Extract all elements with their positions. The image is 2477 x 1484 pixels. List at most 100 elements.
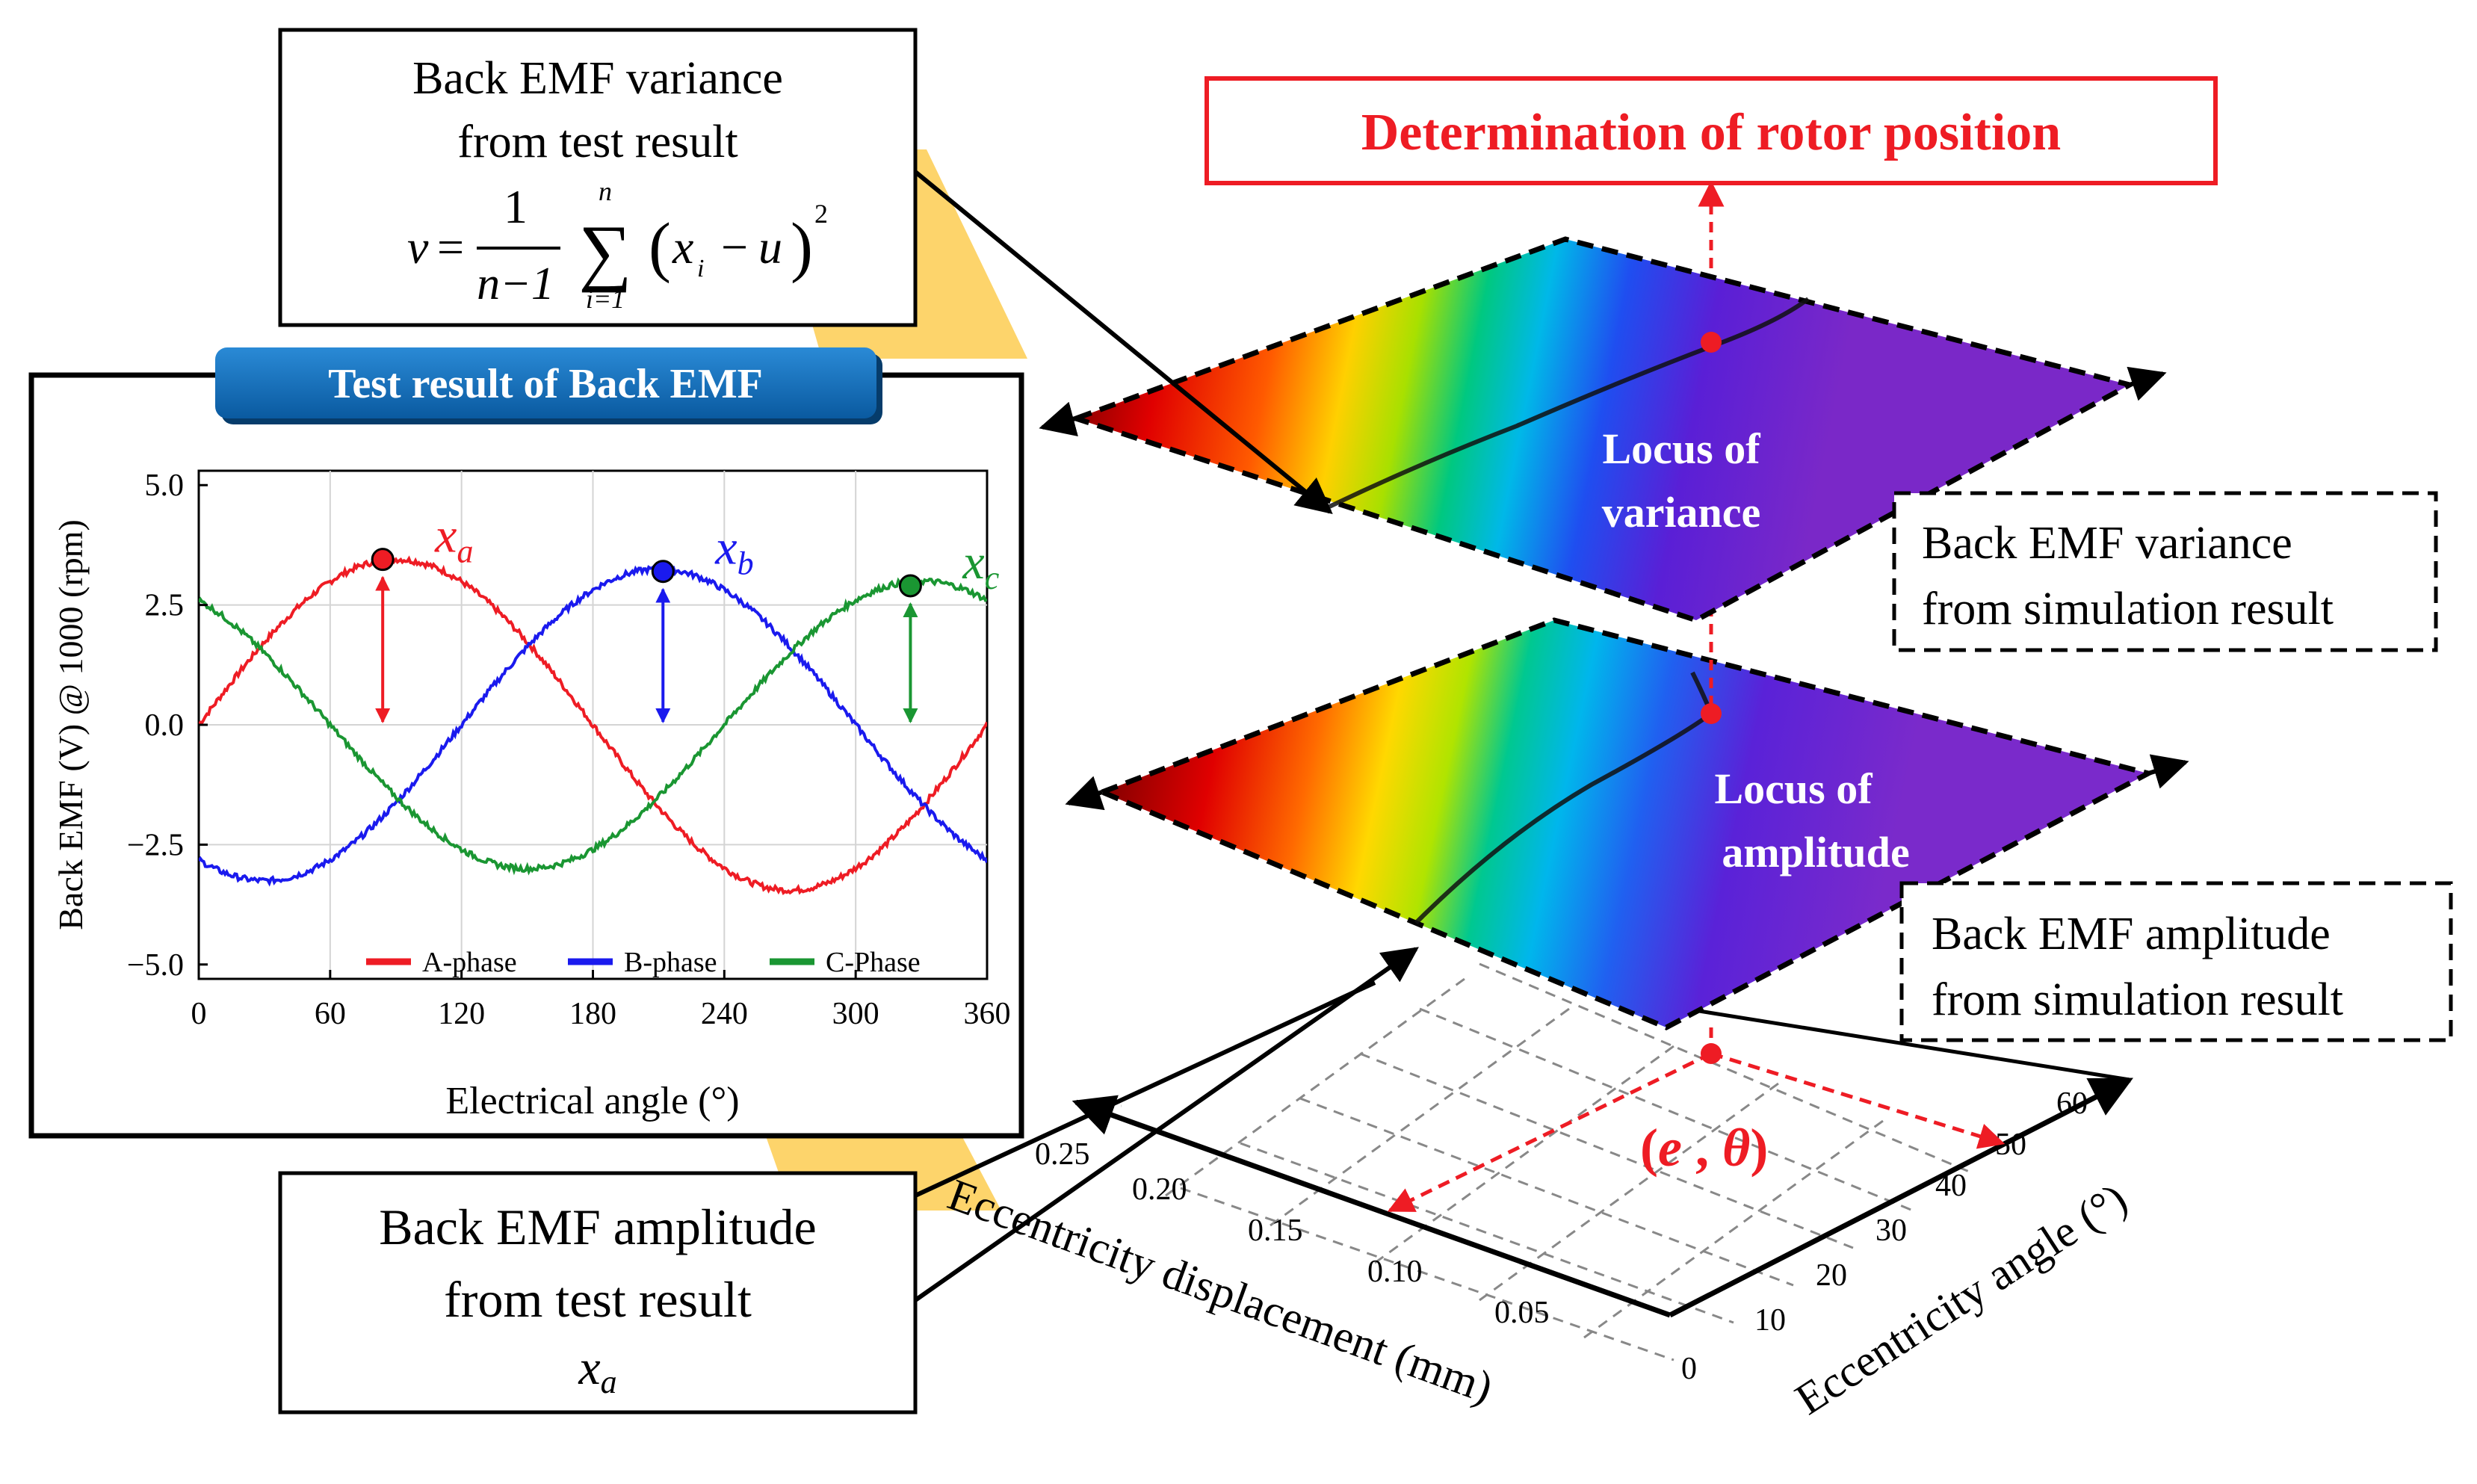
formula-eq: = <box>437 220 464 273</box>
variance-test-line2: from test result <box>457 117 737 167</box>
formula-sum-bottom: i=1 <box>586 284 625 314</box>
formula-minus: − <box>721 220 748 273</box>
sim-variance-line1: Back EMF variance <box>1922 518 2292 569</box>
legend-label-c-phase: C-Phase <box>826 947 921 978</box>
x-tick-label: 120 <box>438 997 485 1031</box>
x-tick-label: 240 <box>701 997 748 1031</box>
y-axis-title: Eccentricity angle (°) <box>1787 1174 2136 1424</box>
sim-amplitude-line1: Back EMF amplitude <box>1932 909 2331 959</box>
marker-label-c: xc <box>962 535 999 596</box>
series-line-a-phase <box>199 554 987 896</box>
y-tick: 60 <box>2056 1086 2088 1121</box>
series-line-b-phase <box>199 563 987 887</box>
result-arrow-angle <box>1710 1051 2006 1149</box>
test-chart-panel: Test result of Back EMF xa xb xc 0 60 120 180… <box>28 347 1024 1139</box>
amplitude-right-arrow <box>2147 754 2189 789</box>
formula-u: u <box>758 220 782 273</box>
y-tick-label: 2.5 <box>145 589 185 623</box>
x-tick-label: 180 <box>569 997 616 1031</box>
amplitude-surface: Locus of amplitude <box>1065 617 2189 1030</box>
marker-point-a <box>371 548 395 572</box>
variance-locus-line <box>1325 297 1810 510</box>
sim-amplitude-callout: Back EMF amplitude from simulation resul… <box>1899 881 2453 1042</box>
y-tick: 30 <box>1875 1214 1907 1248</box>
variance-locus-label-1: Locus of <box>1602 424 1760 473</box>
x-tick: 0.25 <box>1035 1137 1090 1172</box>
x-tick: 0.15 <box>1248 1214 1303 1248</box>
result-label: (e , θ) <box>1640 1118 1768 1178</box>
y-tick-label: 5.0 <box>145 469 185 503</box>
formula-sum-symbol: ∑ <box>578 210 631 293</box>
amplitude-locus-label-2: amplitude <box>1722 828 1909 877</box>
connector-amplitude-test-to-base <box>914 980 1376 1198</box>
y-tick-labels: 0 10 20 30 40 50 60 <box>1681 1086 2088 1386</box>
formula-sq: 2 <box>814 199 828 229</box>
variance-formula: v = 1 n−1 n ∑ i=1 ( x i − u ) 2 <box>407 176 828 314</box>
amplitude-test-line2: from test result <box>444 1271 752 1328</box>
x-tick-labels: 0.25 0.20 0.15 0.10 0.05 <box>1035 1137 1550 1330</box>
amplitude-left-arrow <box>1065 776 1105 811</box>
formula-x: x <box>672 220 693 273</box>
connector-variance-test-to-surface <box>914 170 1333 515</box>
sim-variance-line2: from simulation result <box>1922 584 2334 634</box>
sim-amplitude-line2: from simulation result <box>1932 974 2343 1025</box>
marker-point-c <box>898 574 922 598</box>
x-tick-label: 360 <box>964 997 1011 1031</box>
variance-point <box>1701 332 1722 353</box>
y-tick: 20 <box>1816 1258 1847 1293</box>
result-comma: , <box>1682 1118 1722 1178</box>
series-line-c-phase <box>199 576 987 876</box>
amplitude-test-line1: Back EMF amplitude <box>379 1199 816 1255</box>
marker-point-b <box>651 560 675 584</box>
legend-label-a-phase: A-phase <box>422 947 517 978</box>
banner <box>215 347 876 418</box>
marker-label-a: xa <box>434 509 473 570</box>
result-open: ( <box>1640 1118 1658 1178</box>
title-text: Determination of rotor position <box>1361 104 2062 161</box>
result-close: ) <box>1750 1118 1768 1178</box>
amplitude-locus-label-1: Locus of <box>1714 764 1873 813</box>
variance-test-box: Back EMF variance from test result v = 1… <box>278 28 918 327</box>
variance-locus-label-2: variance <box>1602 488 1761 537</box>
chart-xlabel: Electrical angle (°) <box>445 1080 739 1122</box>
result-arrow-displacement <box>1387 1051 1713 1213</box>
legend-label-b-phase: B-phase <box>624 947 717 978</box>
formula-sum-top: n <box>599 176 612 206</box>
amplitude-point <box>1701 703 1722 724</box>
sim-variance-callout: Back EMF variance from simulation result <box>1892 491 2438 652</box>
variance-right-arrow <box>2127 366 2167 401</box>
x-tick: 0.20 <box>1132 1172 1187 1207</box>
amplitude-test-symbol: xa <box>578 1341 616 1400</box>
plot-legend: A-phase B-phase C-Phase <box>366 947 921 978</box>
formula-num: 1 <box>504 180 528 233</box>
amplitude-test-box: Back EMF amplitude from test result xa <box>278 1171 918 1415</box>
y-axis-line <box>1669 1077 2133 1318</box>
amplitude-symbol-sub: a <box>601 1364 617 1400</box>
chart-ylabel: Back EMF (V) @ 1000 (rpm) <box>52 519 90 930</box>
formula-close: ) <box>791 210 813 284</box>
y-tick-label: 0.0 <box>145 708 185 743</box>
sim-amplitude-frame <box>1899 881 2453 1042</box>
variance-test-line1: Back EMF variance <box>412 53 783 104</box>
formula-i: i <box>697 255 704 282</box>
connector-lines <box>914 170 1419 1302</box>
x-tick-label: 300 <box>832 997 879 1031</box>
plot-markers: xa xb xc <box>371 509 1000 723</box>
sim-variance-frame <box>1892 491 2438 652</box>
variance-surface: Locus of variance <box>1039 236 2167 623</box>
plot-ticks: 0 60 120 180 240 300 360 −5.0 −2.5 0.0 2.5 5.0 <box>127 469 1011 1031</box>
y-tick-label: −2.5 <box>127 828 184 862</box>
amplitude-test-frame <box>278 1171 918 1415</box>
y-tick: 50 <box>1995 1128 2026 1162</box>
result-theta: θ <box>1722 1118 1750 1178</box>
formula-den: n−1 <box>477 259 554 309</box>
amplitude-symbol-x: x <box>578 1341 600 1395</box>
result-e: e <box>1658 1118 1682 1178</box>
x-tick-label: 60 <box>315 997 346 1031</box>
y-tick: 40 <box>1935 1169 1967 1203</box>
x-tick-label: 0 <box>191 997 207 1031</box>
formula-v: v <box>407 220 429 273</box>
variance-test-frame <box>278 28 918 327</box>
x-tick: 0.10 <box>1367 1255 1423 1289</box>
